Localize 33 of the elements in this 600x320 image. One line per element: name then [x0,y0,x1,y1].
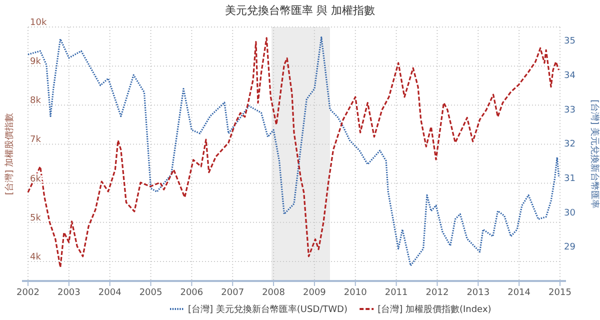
x-tick-label: 2014 [508,288,531,298]
y2-tick-label: 34 [564,71,576,82]
y-tick-label: 7k [30,135,42,146]
x-tick-label: 2002 [16,288,40,298]
legend-label: [台灣] 加權股價指數(Index) [378,304,492,315]
y2-tick-label: 33 [564,105,576,116]
y-tick-label: 10k [30,18,48,28]
y2-tick-label: 32 [564,140,576,150]
y-tick-label: 9k [30,57,42,68]
x-tick-label: 2005 [139,288,162,298]
x-tick-label: 2008 [262,288,286,298]
y-axis-title: [台灣] 加權股價指數 [4,113,15,195]
y2-axis-title: [台灣] 美元兌換新台幣匯率 [589,100,600,208]
x-tick-label: 2010 [344,288,368,298]
x-tick-label: 2015 [548,288,572,298]
chart-title: 美元兌換台幣匯率 與 加權指數 [225,4,375,17]
x-tick-label: 2013 [466,288,490,298]
y-tick-label: 5k [30,213,42,224]
y2-tick-label: 30 [564,208,576,218]
x-tick-label: 2006 [180,288,204,298]
x-tick-label: 2011 [384,288,408,298]
y2-tick-label: 31 [564,174,576,184]
y2-tick-label: 29 [564,242,576,253]
y-tick-label: 6k [30,174,42,184]
x-tick-label: 2004 [98,288,122,298]
y-tick-label: 8k [30,96,42,106]
x-tick-label: 2012 [426,288,449,298]
y2-tick-label: 35 [564,36,576,47]
x-tick-label: 2009 [303,288,326,298]
x-tick-label: 2007 [221,288,244,298]
x-tick-label: 2003 [57,288,80,298]
legend-label: [台灣] 美元兌換新台幣匯率(USD/TWD) [188,304,348,315]
y-tick-label: 4k [30,252,42,262]
